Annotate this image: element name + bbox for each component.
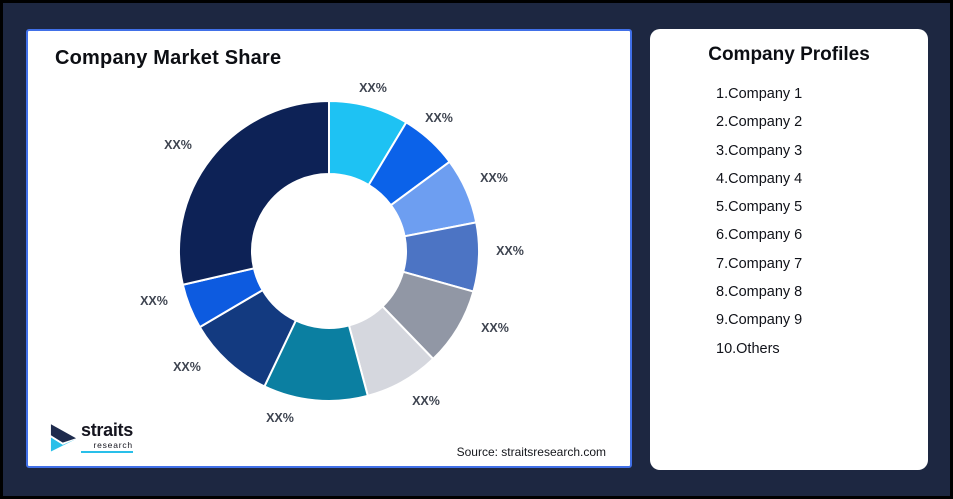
donut-slice-label-6: XX% [412, 394, 440, 408]
logo-sub-text: research [81, 440, 133, 453]
source-attribution: Source: straitsresearch.com [456, 445, 606, 459]
donut-slice-label-2: XX% [425, 111, 453, 125]
donut-slice-label-10: XX% [164, 138, 192, 152]
logo-brand-text: straits [81, 420, 133, 440]
donut-slice-label-8: XX% [173, 360, 201, 374]
donut-slice-label-3: XX% [480, 171, 508, 185]
donut-slice-10 [178, 99, 330, 286]
company-profiles-card: Company Profiles 1.Company 1 2.Company 2 3… [650, 29, 928, 470]
company-list-item: 8.Company 8 [716, 284, 803, 301]
profiles-title: Company Profiles [708, 44, 870, 65]
donut-slice-label-5: XX% [481, 321, 509, 335]
straits-logo-icon [50, 423, 77, 452]
company-list-item: 7.Company 7 [716, 255, 803, 272]
company-list-item: 5.Company 5 [716, 199, 803, 216]
company-list-item: 6.Company 6 [716, 227, 803, 244]
company-list-item: 9.Company 9 [716, 312, 803, 329]
donut-slice-label-7: XX% [266, 411, 294, 425]
market-share-donut-chart: XX% XX% XX% XX% XX% XX% XX% XX% XX% XX% [140, 81, 524, 425]
company-list-item: 10.Others [716, 340, 780, 357]
company-list-item: 4.Company 4 [716, 170, 803, 187]
company-list-item: 3.Company 3 [716, 142, 803, 159]
company-list-item: 2.Company 2 [716, 114, 803, 131]
donut-slice-label-1: XX% [359, 81, 387, 95]
company-list-item: 1.Company 1 [716, 86, 803, 102]
chart-title: Company Market Share [55, 47, 282, 69]
logo-text: straits research [81, 421, 133, 453]
straits-research-logo: straits research [48, 421, 133, 453]
donut-slice-label-4: XX% [496, 244, 524, 258]
market-share-card: XX% XX% XX% XX% XX% XX% XX% XX% XX% XX% Company M… [26, 29, 632, 468]
donut-slice-label-9: XX% [140, 294, 168, 308]
company-list: 1.Company 1 2.Company 2 3.Company 3 4.Compa… [650, 80, 928, 363]
